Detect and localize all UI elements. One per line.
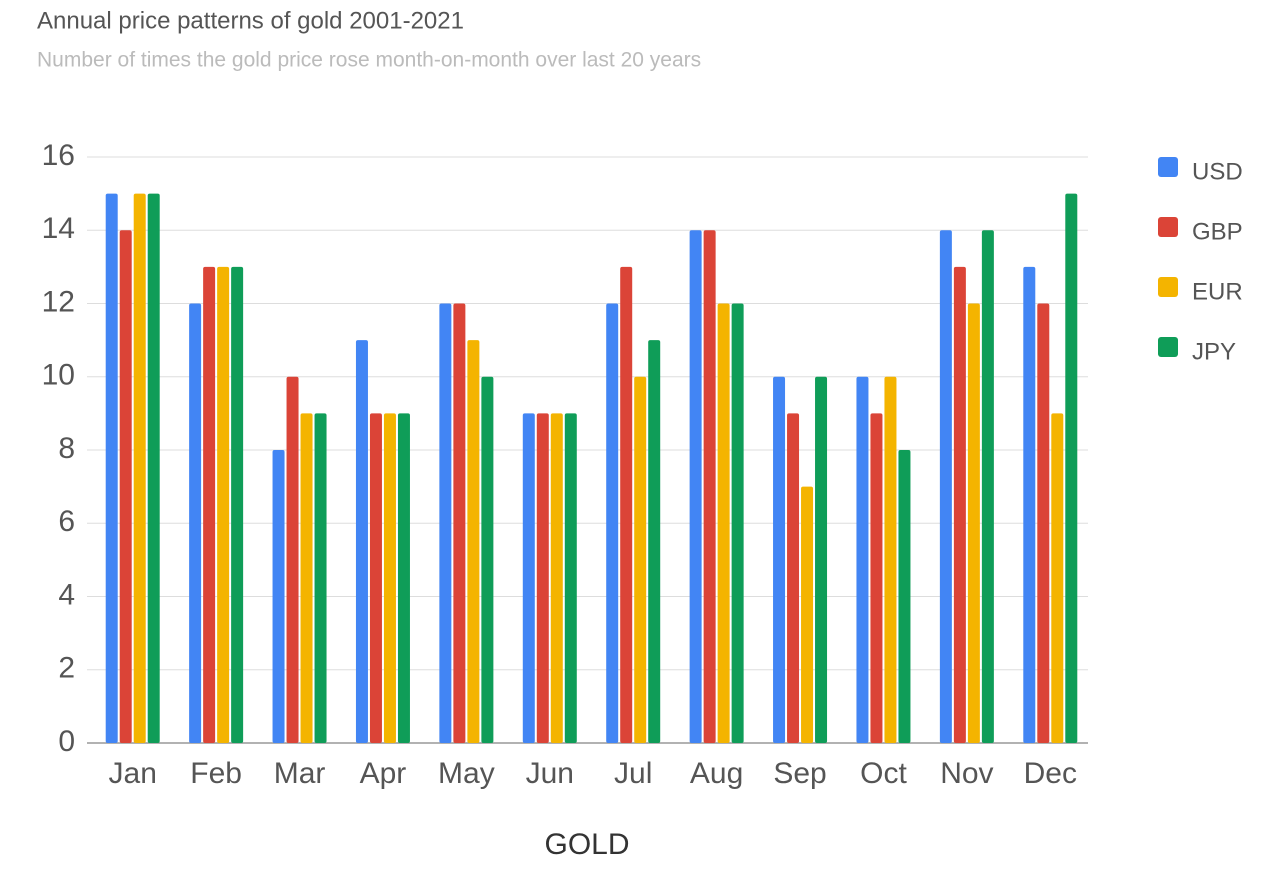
chart-subtitle: Number of times the gold price rose mont… bbox=[37, 49, 701, 72]
legend-label: USD bbox=[1192, 158, 1243, 185]
bar bbox=[217, 266, 230, 743]
y-tick-label: 14 bbox=[42, 212, 75, 245]
bar bbox=[383, 413, 396, 743]
bar bbox=[967, 303, 980, 743]
bar bbox=[231, 266, 244, 743]
bar bbox=[1065, 193, 1078, 743]
bar bbox=[1037, 303, 1050, 743]
x-tick-label: Jan bbox=[109, 757, 157, 790]
bar bbox=[564, 413, 577, 743]
bar bbox=[606, 303, 619, 743]
x-tick-label: Jun bbox=[526, 757, 574, 790]
bar bbox=[898, 450, 911, 743]
legend-swatch bbox=[1158, 337, 1178, 357]
bar bbox=[939, 230, 952, 743]
bar bbox=[801, 486, 814, 743]
bar bbox=[981, 230, 994, 743]
legend-label: GBP bbox=[1192, 218, 1243, 245]
x-tick-label: Sep bbox=[773, 757, 826, 790]
x-tick-label: Mar bbox=[274, 757, 326, 790]
bar bbox=[1051, 413, 1064, 743]
legend-swatch bbox=[1158, 217, 1178, 237]
y-tick-label: 2 bbox=[58, 652, 75, 685]
bar bbox=[856, 376, 869, 743]
bar bbox=[203, 266, 216, 743]
bar bbox=[272, 450, 285, 743]
bar bbox=[731, 303, 744, 743]
y-tick-label: 0 bbox=[58, 725, 75, 758]
bar bbox=[773, 376, 786, 743]
bar bbox=[355, 340, 368, 743]
legend-swatch bbox=[1158, 277, 1178, 297]
bar bbox=[634, 376, 647, 743]
bar bbox=[481, 376, 494, 743]
bar bbox=[133, 193, 146, 743]
bar bbox=[815, 376, 828, 743]
bar bbox=[1023, 266, 1036, 743]
y-tick-label: 6 bbox=[58, 505, 75, 538]
x-tick-label: May bbox=[438, 757, 495, 790]
bar bbox=[453, 303, 466, 743]
x-tick-label: Oct bbox=[860, 757, 907, 790]
x-tick-label: Aug bbox=[690, 757, 743, 790]
legend-swatch bbox=[1158, 157, 1178, 177]
bar bbox=[105, 193, 118, 743]
x-tick-label: Dec bbox=[1024, 757, 1077, 790]
bar bbox=[689, 230, 702, 743]
x-axis-title: GOLD bbox=[544, 828, 629, 861]
legend-label: JPY bbox=[1192, 338, 1236, 365]
x-tick-label: Nov bbox=[940, 757, 993, 790]
bar bbox=[369, 413, 382, 743]
bar bbox=[787, 413, 800, 743]
y-tick-label: 12 bbox=[42, 285, 75, 318]
legend-label: EUR bbox=[1192, 278, 1243, 305]
bar bbox=[300, 413, 313, 743]
x-tick-label: Apr bbox=[360, 757, 407, 790]
bar bbox=[397, 413, 410, 743]
bar bbox=[703, 230, 716, 743]
bar bbox=[467, 340, 480, 743]
chart-title: Annual price patterns of gold 2001-2021 bbox=[37, 7, 464, 34]
bar bbox=[550, 413, 563, 743]
bar bbox=[314, 413, 327, 743]
y-tick-label: 4 bbox=[58, 578, 75, 611]
bar bbox=[953, 266, 966, 743]
bar bbox=[620, 266, 633, 743]
bar bbox=[870, 413, 883, 743]
bar bbox=[884, 376, 897, 743]
bar bbox=[286, 376, 299, 743]
bar bbox=[147, 193, 160, 743]
y-tick-label: 10 bbox=[42, 359, 75, 392]
bar bbox=[536, 413, 549, 743]
y-tick-label: 8 bbox=[58, 432, 75, 465]
bar bbox=[717, 303, 730, 743]
bar bbox=[522, 413, 535, 743]
x-tick-label: Jul bbox=[614, 757, 652, 790]
bar bbox=[439, 303, 452, 743]
bar bbox=[648, 340, 661, 743]
y-tick-label: 16 bbox=[42, 139, 75, 172]
bar bbox=[189, 303, 202, 743]
bar bbox=[119, 230, 132, 743]
x-tick-label: Feb bbox=[190, 757, 242, 790]
